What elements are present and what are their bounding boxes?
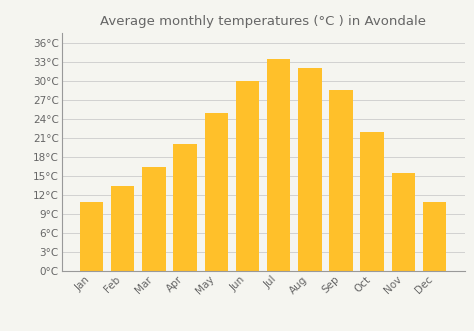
Bar bbox=[142, 166, 165, 271]
Bar bbox=[392, 173, 415, 271]
Bar bbox=[111, 186, 135, 271]
Title: Average monthly temperatures (°C ) in Avondale: Average monthly temperatures (°C ) in Av… bbox=[100, 15, 426, 28]
Bar bbox=[361, 132, 384, 271]
Bar bbox=[205, 113, 228, 271]
Bar bbox=[173, 144, 197, 271]
Bar bbox=[267, 59, 291, 271]
Bar bbox=[80, 202, 103, 271]
Bar bbox=[423, 202, 446, 271]
Bar bbox=[236, 81, 259, 271]
Bar bbox=[298, 68, 321, 271]
Bar bbox=[329, 90, 353, 271]
